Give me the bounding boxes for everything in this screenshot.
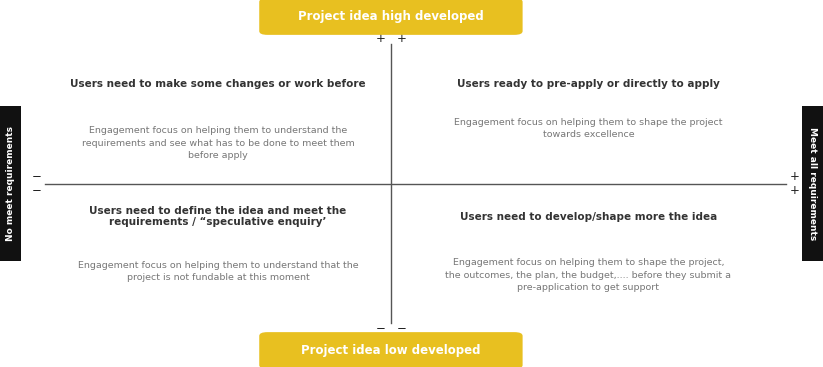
FancyBboxPatch shape	[259, 0, 523, 35]
Text: Users need to make some changes or work before: Users need to make some changes or work …	[70, 79, 366, 90]
Text: Users ready to pre-apply or directly to apply: Users ready to pre-apply or directly to …	[457, 79, 720, 90]
Text: Users need to define the idea and meet the
requirements / “speculative enquiry’: Users need to define the idea and meet t…	[90, 206, 346, 227]
Text: Meet all requirements: Meet all requirements	[808, 127, 816, 240]
Text: −: −	[397, 322, 407, 335]
Text: Project idea high developed: Project idea high developed	[298, 10, 484, 23]
Text: −: −	[32, 170, 42, 183]
FancyBboxPatch shape	[802, 106, 823, 261]
Text: −: −	[375, 322, 385, 335]
Text: +: +	[789, 170, 799, 183]
FancyBboxPatch shape	[259, 332, 523, 367]
Text: +: +	[375, 32, 385, 45]
Text: Project idea low developed: Project idea low developed	[301, 344, 481, 357]
FancyBboxPatch shape	[0, 106, 21, 261]
Text: Users need to develop/shape more the idea: Users need to develop/shape more the ide…	[460, 211, 717, 222]
Text: Engagement focus on helping them to understand the
requirements and see what has: Engagement focus on helping them to unde…	[81, 126, 355, 160]
Text: −: −	[32, 184, 42, 197]
Text: +: +	[397, 32, 407, 45]
Text: Engagement focus on helping them to shape the project,
the outcomes, the plan, t: Engagement focus on helping them to shap…	[445, 258, 732, 292]
Text: Engagement focus on helping them to understand that the
project is not fundable : Engagement focus on helping them to unde…	[78, 261, 358, 282]
Text: Engagement focus on helping them to shape the project
towards excellence: Engagement focus on helping them to shap…	[454, 118, 723, 139]
Text: No meet requirements: No meet requirements	[7, 126, 15, 241]
Text: +: +	[789, 184, 799, 197]
